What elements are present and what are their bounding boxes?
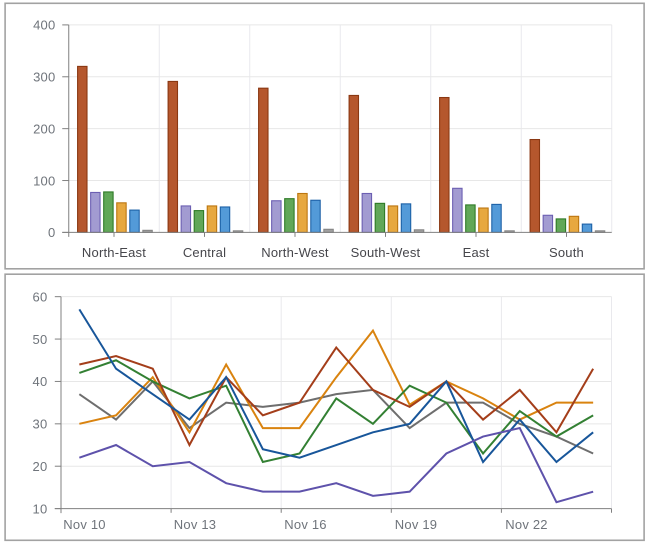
svg-text:60: 60 xyxy=(33,289,48,304)
svg-text:Nov 19: Nov 19 xyxy=(395,517,437,532)
svg-text:50: 50 xyxy=(33,332,48,347)
svg-text:Nov 16: Nov 16 xyxy=(284,517,326,532)
svg-text:20: 20 xyxy=(33,459,48,474)
svg-text:South: South xyxy=(549,245,584,260)
svg-text:North-East: North-East xyxy=(82,245,146,260)
svg-text:North-West: North-West xyxy=(261,245,329,260)
svg-text:East: East xyxy=(463,245,490,260)
svg-text:40: 40 xyxy=(33,374,48,389)
svg-text:200: 200 xyxy=(33,121,55,136)
svg-text:Central: Central xyxy=(183,245,226,260)
svg-text:Nov 13: Nov 13 xyxy=(174,517,216,532)
svg-text:10: 10 xyxy=(33,501,48,516)
svg-text:300: 300 xyxy=(33,70,55,85)
svg-text:100: 100 xyxy=(33,173,55,188)
svg-text:0: 0 xyxy=(48,225,55,240)
svg-text:Nov 22: Nov 22 xyxy=(505,517,547,532)
svg-text:Nov 10: Nov 10 xyxy=(63,517,105,532)
svg-text:30: 30 xyxy=(33,417,48,432)
svg-text:400: 400 xyxy=(33,18,55,33)
svg-text:South-West: South-West xyxy=(351,245,421,260)
